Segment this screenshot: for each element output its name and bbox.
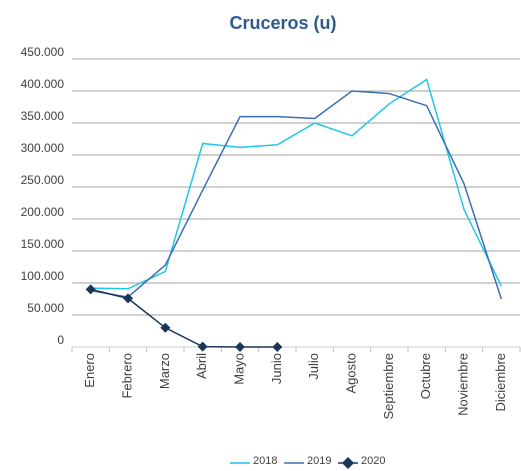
- x-tick-label: Junio: [269, 353, 284, 384]
- y-tick-label: 300.000: [21, 141, 65, 155]
- x-tick-label: Mayo: [231, 353, 246, 385]
- legend-marker: [342, 457, 354, 469]
- x-tick-label: Septiembre: [381, 353, 396, 419]
- y-tick-label: 450.000: [21, 45, 65, 59]
- x-tick-label: Marzo: [157, 353, 172, 389]
- x-tick-label: Noviembre: [455, 353, 470, 416]
- x-tick-label: Julio: [306, 353, 321, 380]
- point: [160, 322, 171, 333]
- point: [85, 284, 96, 295]
- series-line: [90, 78, 503, 290]
- x-tick-label: Abril: [194, 353, 209, 379]
- point: [123, 293, 133, 304]
- x-tick-label: Diciembre: [493, 353, 508, 412]
- x-tick-label: Octubre: [418, 353, 433, 399]
- y-tick-label: 0: [57, 333, 64, 347]
- y-tick-label: 400.000: [21, 77, 65, 91]
- series-line: [90, 90, 503, 300]
- y-tick-label: 350.000: [21, 109, 65, 123]
- x-tick-label: Febrero: [119, 353, 134, 399]
- y-tick-label: 50.000: [27, 301, 64, 315]
- series-line: [90, 288, 278, 348]
- legend-label: 2018: [253, 455, 277, 467]
- point: [272, 342, 283, 352]
- chart-title: Cruceros (u): [229, 13, 336, 33]
- y-tick-label: 200.000: [21, 205, 65, 219]
- y-tick-label: 250.000: [21, 173, 65, 187]
- point: [235, 342, 245, 352]
- point: [197, 341, 208, 352]
- legend-label: 2019: [307, 455, 331, 467]
- y-tick-label: 150.000: [21, 237, 65, 251]
- y-tick-label: 100.000: [21, 269, 65, 283]
- x-tick-label: Enero: [82, 353, 97, 388]
- x-tick-label: Agosto: [343, 353, 358, 393]
- legend-label: 2020: [361, 455, 385, 467]
